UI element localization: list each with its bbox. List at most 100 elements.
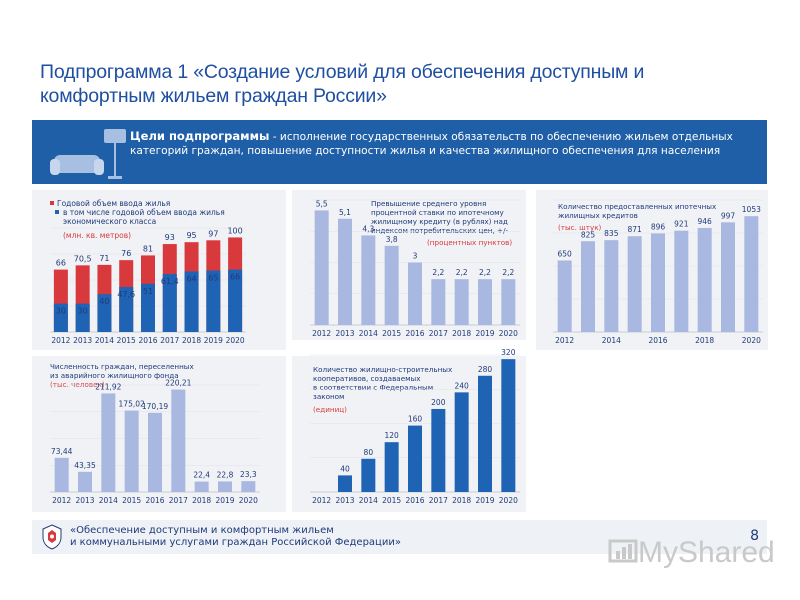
chart2-data-label: 2,2	[479, 268, 491, 277]
chart4-bar	[101, 393, 116, 492]
chart3-data-label: 650	[558, 250, 573, 259]
chart2-bar	[431, 279, 446, 325]
chart1-tick-label: 2015	[117, 336, 136, 345]
chart4-data-label: 73,44	[51, 447, 73, 456]
chart1-label-economy: 47,6	[117, 290, 135, 299]
legend-swatch-econ	[55, 210, 59, 214]
chart2-title-1: Превышение среднего уровня	[371, 199, 486, 208]
chart1-bar-economy	[228, 269, 243, 332]
chart3-bar	[581, 241, 595, 332]
chart4-unit: (тыс. человек)	[50, 380, 105, 389]
chart1-label-economy: 66	[230, 273, 240, 282]
chart5-title-4: законом	[313, 392, 344, 401]
chart2-bar	[384, 245, 399, 325]
chart4-tick-label: 2019	[215, 496, 234, 505]
chart2-data-label: 3	[413, 252, 418, 261]
chart1-tick-label: 2012	[51, 336, 70, 345]
chart1-tick-label: 2016	[138, 336, 157, 345]
chart5-bar	[384, 442, 399, 492]
chart2-bar	[478, 279, 492, 325]
chart5-data-label: 80	[364, 448, 374, 457]
chart5-tick-label: 2016	[405, 496, 424, 505]
chart3-tick-label: 2014	[602, 336, 621, 345]
chart4-tick-label: 2018	[192, 496, 211, 505]
chart3-bar	[697, 227, 712, 332]
chart2-title-2: процентной ставки по ипотечному	[371, 208, 505, 217]
chart4-bar	[218, 481, 232, 492]
chart4-bar	[241, 481, 256, 492]
chart5-title-1: Количество жилищно-строительных	[313, 365, 453, 374]
chart1-label-total: 93	[165, 233, 175, 242]
chart3-data-label: 896	[651, 222, 666, 231]
chart1-tick-label: 2013	[73, 336, 92, 345]
goals-text: Цели подпрограммы - исполнение государст…	[130, 129, 760, 158]
chart5-tick-label: 2014	[359, 496, 378, 505]
footer-text: «Обеспечение доступным и комфортным жиль…	[70, 525, 401, 549]
chart5-data-label: 240	[455, 381, 470, 390]
chart4-tick-label: 2013	[75, 496, 94, 505]
chart2-data-label: 5,1	[339, 208, 351, 217]
chart1-title-3: экономического класса	[63, 217, 156, 226]
chart4-bar	[78, 471, 92, 492]
chart2-unit: (процентных пунктов)	[427, 238, 512, 247]
chart3-data-label: 835	[604, 229, 619, 238]
chart5-tick-label: 2020	[499, 496, 518, 505]
chart4-bar	[54, 457, 69, 492]
chart1-bar-economy	[162, 273, 177, 332]
watermark-text: MyShared	[638, 536, 775, 569]
chart1-label-total: 100	[227, 226, 242, 235]
chart2-tick-label: 2012	[312, 329, 331, 338]
chart1-label-economy: 51	[143, 287, 153, 296]
chart2-data-label: 2,2	[432, 268, 444, 277]
chart4-tick-label: 2017	[169, 496, 188, 505]
chart1-bar-economy	[184, 271, 199, 332]
chart5-data-label: 320	[501, 348, 516, 357]
chart2-tick-label: 2018	[452, 329, 471, 338]
chart4-bar	[148, 412, 162, 492]
chart2-tick-label: 2016	[405, 329, 424, 338]
chart4-data-label: 43,35	[74, 461, 96, 470]
chart3-title-1: Количество предоставленных ипотечных	[558, 202, 717, 211]
chart2-data-label: 3,8	[386, 235, 398, 244]
chart1-title-2: в том числе годовой объем ввода жилья	[63, 208, 225, 217]
chart4-tick-label: 2014	[99, 496, 118, 505]
chart5-tick-label: 2012	[312, 496, 331, 505]
chart1-label-total: 97	[208, 229, 218, 238]
chart1-tick-label: 2019	[204, 336, 223, 345]
chart5-bar	[501, 359, 516, 492]
chart2-bar	[338, 218, 352, 325]
legend-swatch-total	[50, 201, 54, 205]
chart4-data-label: 170,19	[142, 402, 168, 411]
chart5-tick-label: 2019	[475, 496, 494, 505]
chart4-data-label: 175,02	[119, 400, 145, 409]
chart1-label-total: 81	[143, 244, 153, 253]
chart5-bar	[338, 475, 352, 492]
chart4-data-label: 23,3	[240, 470, 257, 479]
footer-line-2: и коммунальными услугами граждан Российс…	[70, 537, 401, 548]
chart2-bar	[361, 235, 376, 325]
chart1-bar-economy	[206, 270, 221, 332]
chart4-data-label: 22,4	[193, 471, 210, 480]
chart4-bar	[124, 410, 139, 492]
chart2-tick-label: 2020	[499, 329, 518, 338]
chart5-data-label: 40	[340, 464, 350, 473]
chart5-data-label: 160	[408, 415, 423, 424]
chart2-data-label: 2,2	[502, 268, 514, 277]
chart3-tick-label: 2020	[742, 336, 761, 345]
page-number: 8	[750, 528, 759, 544]
chart1-bar-economy	[53, 303, 68, 332]
chart5-data-label: 280	[478, 365, 493, 374]
footer-line-1: «Обеспечение доступным и комфортным жиль…	[70, 525, 334, 536]
chart2-tick-label: 2013	[335, 329, 354, 338]
chart1-label-total: 95	[186, 231, 196, 240]
chart4-tick-label: 2015	[122, 496, 141, 505]
chart1-tick-label: 2014	[95, 336, 114, 345]
chart3-bar	[627, 236, 642, 332]
chart2-data-label: 4,3	[362, 224, 374, 233]
chart1-label-total: 66	[56, 259, 66, 268]
chart4-tick-label: 2016	[145, 496, 164, 505]
chart3-bar	[674, 230, 689, 332]
chart3-bar	[557, 260, 572, 332]
chart1-bar-economy	[75, 303, 90, 332]
chart2-title-4: индексом потребительских цен, +/-	[371, 226, 508, 235]
